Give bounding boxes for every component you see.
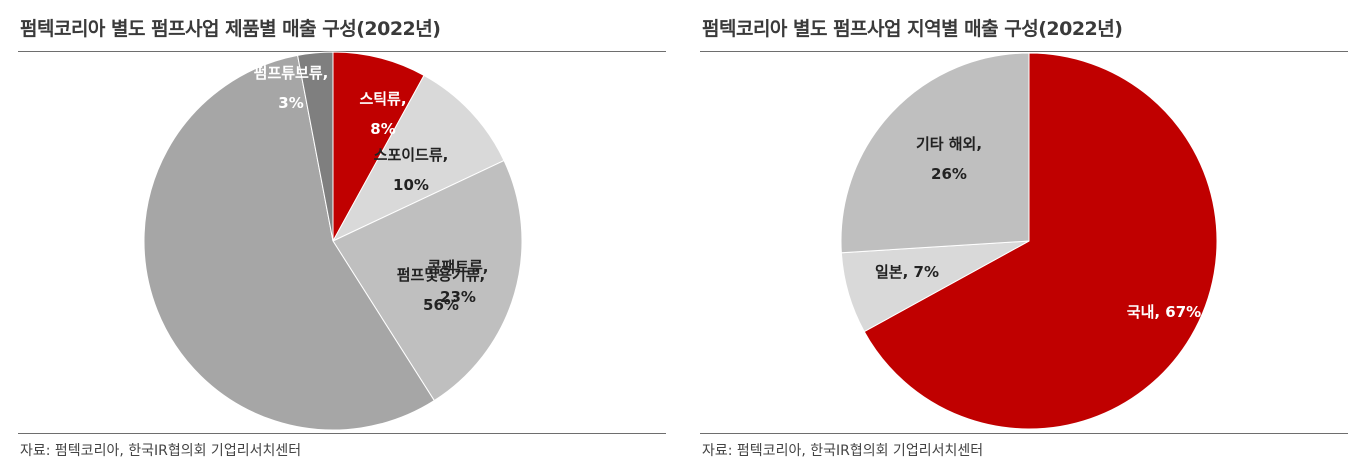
- title-divider: [18, 51, 666, 52]
- pie-slice: [863, 52, 1218, 430]
- slice-label: 스틱류,: [359, 90, 406, 108]
- chart-panel-product: 펌텍코리아 별도 펌프사업 제품별 매출 구성(2022년) 스틱류, 8% 스포이…: [18, 0, 666, 474]
- slice-percent: 10%: [393, 176, 429, 194]
- slice-label: 스포이드류,: [374, 146, 449, 164]
- slice-label: 국내, 67%: [1127, 303, 1201, 321]
- product-pie-chart: 스틱류, 8% 스포이드류, 10% 콤팩트류, 23% 펌프및용기류, 56% 펌프튜브류, 3…: [143, 51, 523, 431]
- source-divider: [18, 433, 666, 434]
- source-note: 자료: 펌텍코리아, 한국IR협의회 기업리서치센터: [702, 443, 984, 459]
- source-note: 자료: 펌텍코리아, 한국IR협의회 기업리서치센터: [20, 443, 302, 459]
- slice-percent: 3%: [278, 94, 303, 112]
- slice-percent: 8%: [370, 120, 395, 138]
- slice-label: 펌프및용기류,: [397, 266, 486, 284]
- pie-slice: [297, 51, 334, 242]
- slice-label: 콤팩트류,: [428, 258, 489, 276]
- slice-label: 일본, 7%: [875, 263, 939, 281]
- pie-slice: [143, 54, 435, 431]
- chart-title: 펌텍코리아 별도 펌프사업 지역별 매출 구성(2022년): [702, 18, 1123, 40]
- pie-slice: [331, 74, 505, 243]
- region-pie-chart: 국내, 67% 일본, 7% 기타 해외, 26%: [840, 52, 1218, 430]
- pie-slice: [332, 51, 425, 242]
- title-divider: [700, 51, 1348, 52]
- chart-title: 펌텍코리아 별도 펌프사업 제품별 매출 구성(2022년): [20, 18, 441, 40]
- slice-percent: 56%: [423, 296, 459, 314]
- slice-percent: 26%: [931, 165, 967, 183]
- chart-panel-region: 펌텍코리아 별도 펌프사업 지역별 매출 구성(2022년) 국내, 67% 일본…: [700, 0, 1348, 474]
- source-divider: [700, 433, 1348, 434]
- pie-slice: [332, 159, 523, 402]
- pie-slice: [840, 52, 1030, 254]
- slice-percent: 23%: [440, 288, 476, 306]
- slice-label: 펌프튜브류,: [254, 64, 329, 82]
- slice-label: 기타 해외,: [916, 135, 982, 153]
